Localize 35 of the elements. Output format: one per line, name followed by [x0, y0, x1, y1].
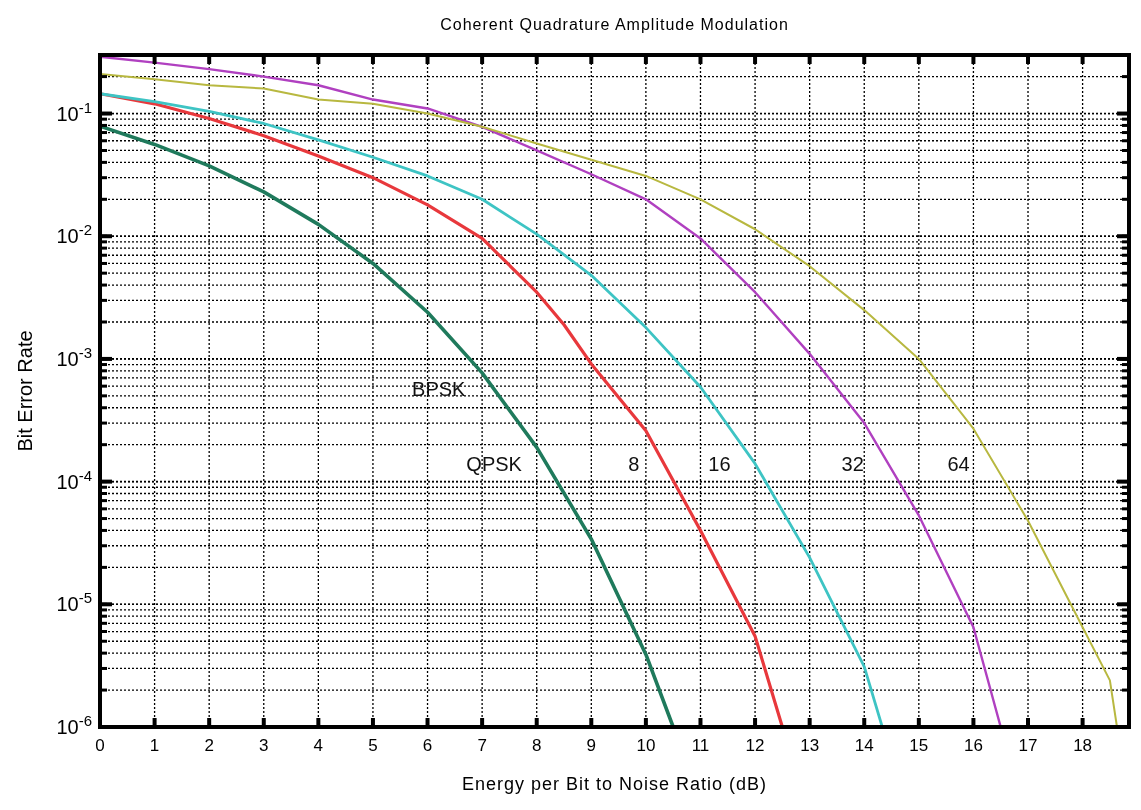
- x-tick-label: 12: [745, 736, 765, 755]
- x-tick-label: 3: [259, 736, 269, 755]
- series-label: 32: [841, 453, 864, 476]
- y-tick-label: 10$^{-6}$: [56, 711, 92, 738]
- x-tick-label: 18: [1073, 736, 1093, 755]
- x-tick-label: 9: [586, 736, 597, 755]
- x-tick-label: 16: [963, 736, 983, 755]
- x-axis-title: Energy per Bit to Noise Ratio (dB): [461, 774, 768, 794]
- y-axis-title: Bit Error Rate: [14, 330, 36, 452]
- x-tick-label: 14: [854, 736, 874, 755]
- x-tick-label: 7: [477, 736, 487, 755]
- series-label: 8: [628, 453, 640, 476]
- x-tick-label: 11: [691, 736, 710, 755]
- x-tick-label: 8: [531, 736, 542, 755]
- x-tick-label: 17: [1018, 736, 1038, 755]
- x-tick-label: 10: [636, 736, 656, 755]
- series-label: QPSK: [466, 453, 523, 476]
- x-tick-label: 2: [204, 736, 214, 755]
- x-tick-label: 4: [313, 736, 324, 755]
- line-series: [100, 124, 675, 727]
- y-tick-label: 10$^{-1}$: [56, 98, 92, 125]
- chart-title: Coherent Quadrature Amplitude Modulation: [440, 16, 789, 33]
- y-tick-label: 10$^{-3}$: [56, 343, 92, 370]
- series-label: 16: [708, 453, 731, 476]
- x-tick-label: 0: [95, 736, 105, 755]
- y-tick-label: 10$^{-2}$: [56, 220, 92, 248]
- series-label: 64: [947, 453, 970, 476]
- x-tick-label: 1: [149, 736, 160, 755]
- x-tick-label: 15: [909, 736, 929, 755]
- x-tick-label: 6: [422, 736, 433, 755]
- x-tick-label: 5: [368, 736, 378, 755]
- x-tick-label: 13: [800, 736, 820, 755]
- y-tick-label: 10$^{-5}$: [56, 588, 92, 616]
- annotation: BPSK: [412, 378, 467, 401]
- y-tick-label: 10$^{-4}$: [56, 466, 92, 493]
